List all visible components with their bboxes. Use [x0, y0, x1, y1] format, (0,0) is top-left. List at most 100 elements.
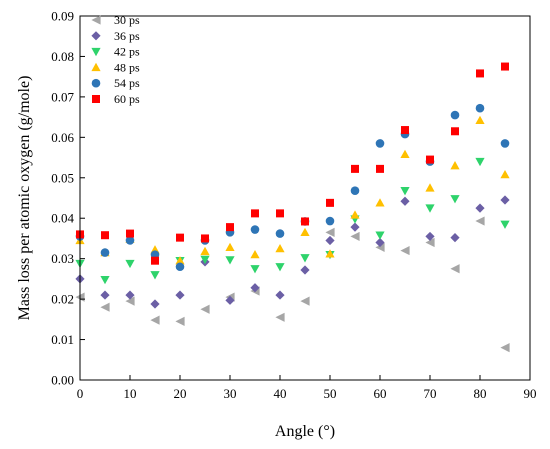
data-point — [425, 231, 435, 242]
data-point — [475, 203, 485, 213]
data-point — [126, 229, 134, 238]
data-point — [250, 283, 260, 293]
y-tick-label: 0.05 — [51, 170, 74, 185]
data-point — [350, 186, 360, 196]
y-tick-label: 0.02 — [51, 292, 74, 307]
data-point — [475, 216, 485, 226]
data-point — [100, 248, 110, 257]
axis-ticks: 0 10 20 30 40 50 60 70 80 90 0.00 0.01 0.02 0.03 0.04 0… — [51, 9, 536, 402]
data-point — [375, 237, 385, 248]
legend-marker — [91, 47, 101, 57]
y-tick-label: 0.08 — [51, 49, 74, 64]
legend-marker — [91, 15, 101, 25]
data-point — [150, 299, 160, 309]
data-point — [450, 195, 460, 204]
data-point — [350, 231, 360, 242]
data-point — [175, 256, 185, 265]
data-point — [100, 276, 110, 285]
data-point — [101, 231, 109, 240]
series-48-ps — [75, 115, 510, 265]
y-tick-label: 0.00 — [51, 373, 74, 388]
data-point — [325, 235, 335, 246]
data-point — [275, 243, 285, 253]
data-point — [476, 69, 484, 78]
data-point — [125, 296, 135, 306]
data-point — [500, 169, 510, 179]
data-point — [276, 209, 284, 218]
y-tick-label: 0.06 — [51, 130, 74, 145]
series-54-ps — [75, 103, 510, 272]
y-tick-label: 0.01 — [51, 332, 74, 347]
data-point — [375, 139, 385, 148]
data-point — [125, 290, 135, 300]
data-point — [500, 343, 510, 353]
data-point — [375, 231, 385, 240]
data-point — [275, 290, 285, 300]
data-point — [376, 164, 384, 173]
plot-frame — [79, 15, 531, 381]
x-tick-label: 90 — [524, 386, 537, 401]
x-tick-label: 0 — [77, 386, 84, 401]
data-point — [400, 187, 410, 196]
series-60-ps — [76, 62, 509, 265]
legend-marker — [91, 62, 101, 72]
legend-marker — [91, 31, 101, 41]
data-point — [226, 223, 234, 232]
data-point — [425, 183, 435, 192]
y-tick-label: 0.09 — [51, 9, 74, 24]
x-tick-label: 70 — [424, 386, 437, 401]
data-point — [175, 262, 185, 272]
data-point — [425, 204, 435, 213]
data-point — [350, 210, 360, 219]
data-point — [175, 290, 185, 300]
data-point — [275, 263, 285, 272]
y-tick-label: 0.07 — [51, 89, 74, 104]
data-point — [176, 233, 184, 242]
data-point — [500, 195, 510, 205]
y-axis-title: Mass loss per atomic oxygen (g/mole) — [16, 76, 33, 321]
series-30-ps — [75, 216, 510, 353]
data-point — [200, 246, 210, 256]
data-point — [325, 227, 335, 237]
data-point — [250, 250, 260, 259]
x-tick-label: 10 — [124, 386, 137, 401]
x-tick-label: 80 — [474, 386, 487, 401]
legend-marker — [91, 78, 101, 88]
series-42-ps — [75, 157, 510, 285]
legend-label: 54 ps — [114, 76, 140, 90]
x-tick-label: 20 — [174, 386, 187, 401]
data-point — [475, 103, 485, 113]
data-point — [325, 216, 335, 226]
data-point — [425, 237, 435, 248]
data-point — [500, 139, 510, 148]
x-tick-label: 60 — [374, 386, 387, 401]
data-point — [125, 236, 135, 245]
data-point — [225, 256, 235, 265]
legend-item: 42 ps — [91, 45, 140, 59]
x-axis-title: Angle (°) — [275, 423, 335, 440]
data-point — [450, 110, 460, 120]
legend-label: 36 ps — [114, 29, 140, 43]
data-point — [275, 312, 285, 322]
data-point — [300, 254, 310, 263]
x-tick-label: 40 — [274, 386, 287, 401]
data-point — [251, 209, 259, 218]
data-point — [475, 115, 485, 125]
data-point — [375, 242, 385, 252]
data-point — [250, 265, 260, 274]
x-tick-label: 30 — [224, 386, 237, 401]
data-point — [250, 225, 260, 234]
data-point — [300, 227, 310, 237]
legend-item: 54 ps — [91, 76, 140, 90]
legend-label: 42 ps — [114, 45, 140, 59]
y-tick-label: 0.03 — [51, 251, 74, 266]
data-marks — [75, 62, 510, 353]
data-point — [100, 302, 110, 312]
data-point — [301, 217, 309, 226]
legend-item: 48 ps — [91, 60, 140, 74]
data-point — [325, 249, 335, 258]
series-36-ps — [75, 195, 510, 309]
data-point — [350, 222, 360, 232]
